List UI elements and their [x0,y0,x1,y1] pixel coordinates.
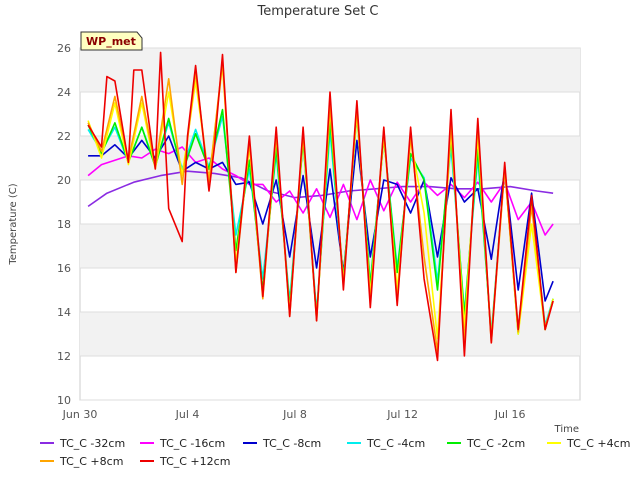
x-axis-title: Time [554,424,579,435]
station-badge: WP_met [80,31,143,51]
plot-band [80,312,580,356]
y-tick-label: 12 [57,350,71,363]
station-badge-label: WP_met [86,35,136,48]
y-tick-label: 16 [57,262,71,275]
legend-label-4: TC_C -2cm [466,437,525,450]
y-tick-label: 14 [57,306,71,319]
legend: TC_C -32cm TC_C -16cm TC_C -8cm TC_C -4cm TC… [40,437,630,468]
x-tick-label: Jul 4 [175,408,200,421]
series-line-7 [87,51,554,362]
y-tick-label: 22 [57,130,71,143]
plot-band [80,48,580,92]
x-tick-label: Jul 16 [494,408,526,421]
y-axis-title: Temperature (C) [8,183,19,265]
x-tick-label: Jul 8 [282,408,307,421]
y-tick-label: 10 [57,394,71,407]
legend-label-1: TC_C -16cm [159,437,225,450]
chart-title: Temperature Set C [256,4,378,19]
y-tick-label: 20 [57,174,71,187]
legend-label-6: TC_C +8cm [59,455,123,468]
y-tick-label: 18 [57,218,71,231]
series-lines [87,51,554,362]
legend-label-5: TC_C +4cm [566,437,630,450]
y-tick-label: 26 [57,42,71,55]
y-tick-labels: 10 12 14 16 18 20 22 24 26 [57,42,71,407]
legend-label-0: TC_C -32cm [59,437,125,450]
x-tick-label: Jul 12 [386,408,418,421]
legend-label-2: TC_C -8cm [262,437,321,450]
legend-label-7: TC_C +12cm [159,455,230,468]
plot-band [80,224,580,268]
y-tick-label: 24 [57,86,71,99]
x-tick-label: Jun 30 [62,408,98,421]
x-tick-labels: Jun 30 Jul 4 Jul 8 Jul 12 Jul 16 [62,408,526,421]
legend-label-3: TC_C -4cm [366,437,425,450]
